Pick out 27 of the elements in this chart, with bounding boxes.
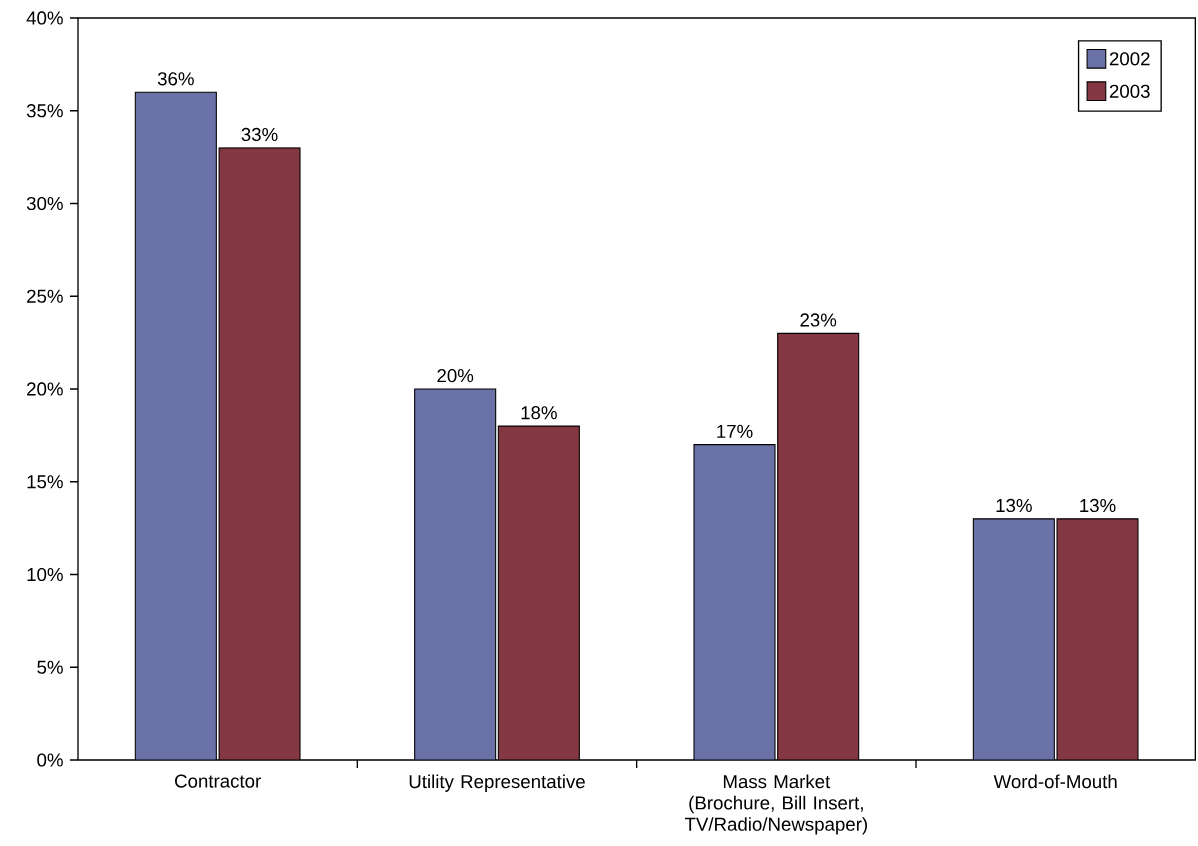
y-tick-label: 10% (27, 567, 63, 582)
data-label: 36% (157, 72, 194, 86)
x-tick-label: Mass Market (Brochure, Bill Insert, TV/Radio/Newspaper) (684, 774, 867, 835)
bar (693, 444, 776, 760)
x-tick-label: Utility Representative (409, 774, 585, 792)
bar (972, 518, 1055, 760)
y-tick-label: 15% (27, 475, 63, 489)
legend-label: 2003 (1109, 84, 1150, 98)
legend-label: 2002 (1109, 52, 1150, 66)
y-tick-label: 40% (26, 11, 63, 25)
y-tick-label: 20% (27, 382, 63, 396)
x-tick-label: Word-of-Mouth (993, 774, 1117, 789)
y-tick-label: 25% (27, 289, 63, 303)
data-label: 13% (996, 498, 1032, 513)
y-tick-label: 35% (26, 104, 63, 118)
data-label: 17% (717, 424, 753, 438)
data-label: 13% (1080, 498, 1116, 513)
data-label: 23% (800, 313, 837, 327)
y-tick-label: 0% (37, 753, 63, 767)
x-tick-label: Contractor (175, 774, 261, 788)
data-label: 33% (241, 127, 278, 142)
bar (134, 91, 217, 760)
y-tick-label: 30% (26, 196, 63, 211)
data-label: 20% (437, 369, 474, 383)
y-tick-label: 5% (37, 660, 63, 674)
bar (414, 388, 497, 760)
data-label: 18% (521, 406, 557, 420)
